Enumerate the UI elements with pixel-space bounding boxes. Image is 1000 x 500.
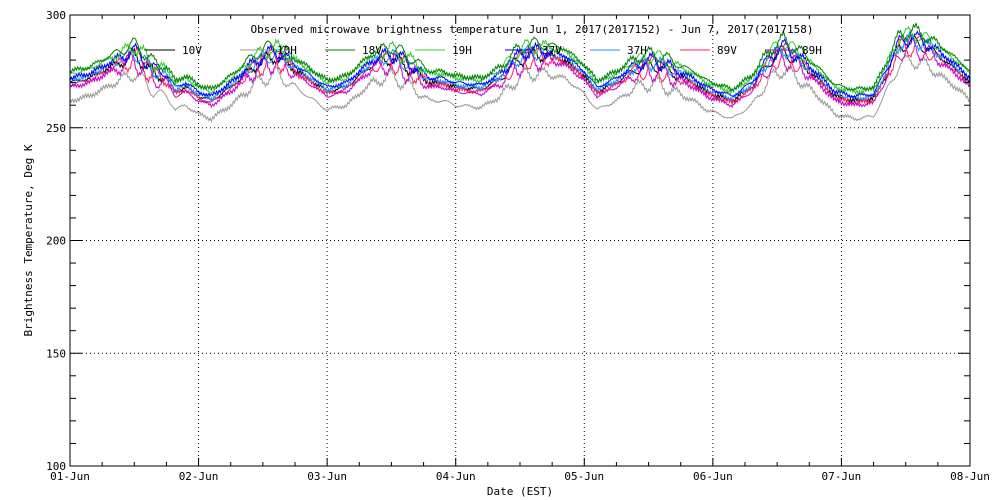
series-lines bbox=[69, 21, 971, 123]
x-tick-label: 03-Jun bbox=[307, 470, 347, 483]
legend-label-37h: 37H bbox=[627, 44, 647, 57]
x-axis-label: Date (EST) bbox=[487, 485, 553, 498]
y-tick-label: 100 bbox=[46, 460, 66, 473]
series-line-18v bbox=[69, 21, 971, 93]
chart-title: Observed microwave brightness temperatur… bbox=[251, 23, 814, 36]
y-axis-label: Brightness Temperature, Deg K bbox=[22, 144, 35, 336]
legend-label-89v: 89V bbox=[717, 44, 737, 57]
grid-lines bbox=[70, 15, 970, 466]
series-line-37h bbox=[69, 30, 971, 102]
legend-label-10v: 10V bbox=[182, 44, 202, 57]
series-line-19h bbox=[69, 25, 971, 96]
x-tick-label: 02-Jun bbox=[179, 470, 219, 483]
legend-label-10h: 10H bbox=[277, 44, 297, 57]
y-tick-label: 300 bbox=[46, 9, 66, 22]
x-tick-label: 05-Jun bbox=[564, 470, 604, 483]
x-tick-label: 06-Jun bbox=[693, 470, 733, 483]
x-tick-label: 01-Jun bbox=[50, 470, 90, 483]
x-tick-label: 07-Jun bbox=[822, 470, 862, 483]
legend-label-37v: 37V bbox=[542, 44, 562, 57]
y-tick-label: 250 bbox=[46, 122, 66, 135]
legend-label-89h: 89H bbox=[802, 44, 822, 57]
legend-label-18v: 18V bbox=[362, 44, 382, 57]
legend-label-19h: 19H bbox=[452, 44, 472, 57]
x-tick-label: 08-Jun bbox=[950, 470, 990, 483]
series-line-89h bbox=[69, 33, 971, 109]
y-tick-label: 200 bbox=[46, 235, 66, 248]
legend: 10V 10H 18V 19H 37V 37H 89V 89H bbox=[145, 44, 822, 57]
y-tick-label: 150 bbox=[46, 347, 66, 360]
axis-ticks: 01-Jun 02-Jun 03-Jun 04-Jun 05-Jun 06-Jun 07-J… bbox=[46, 9, 990, 483]
x-tick-label: 04-Jun bbox=[436, 470, 476, 483]
